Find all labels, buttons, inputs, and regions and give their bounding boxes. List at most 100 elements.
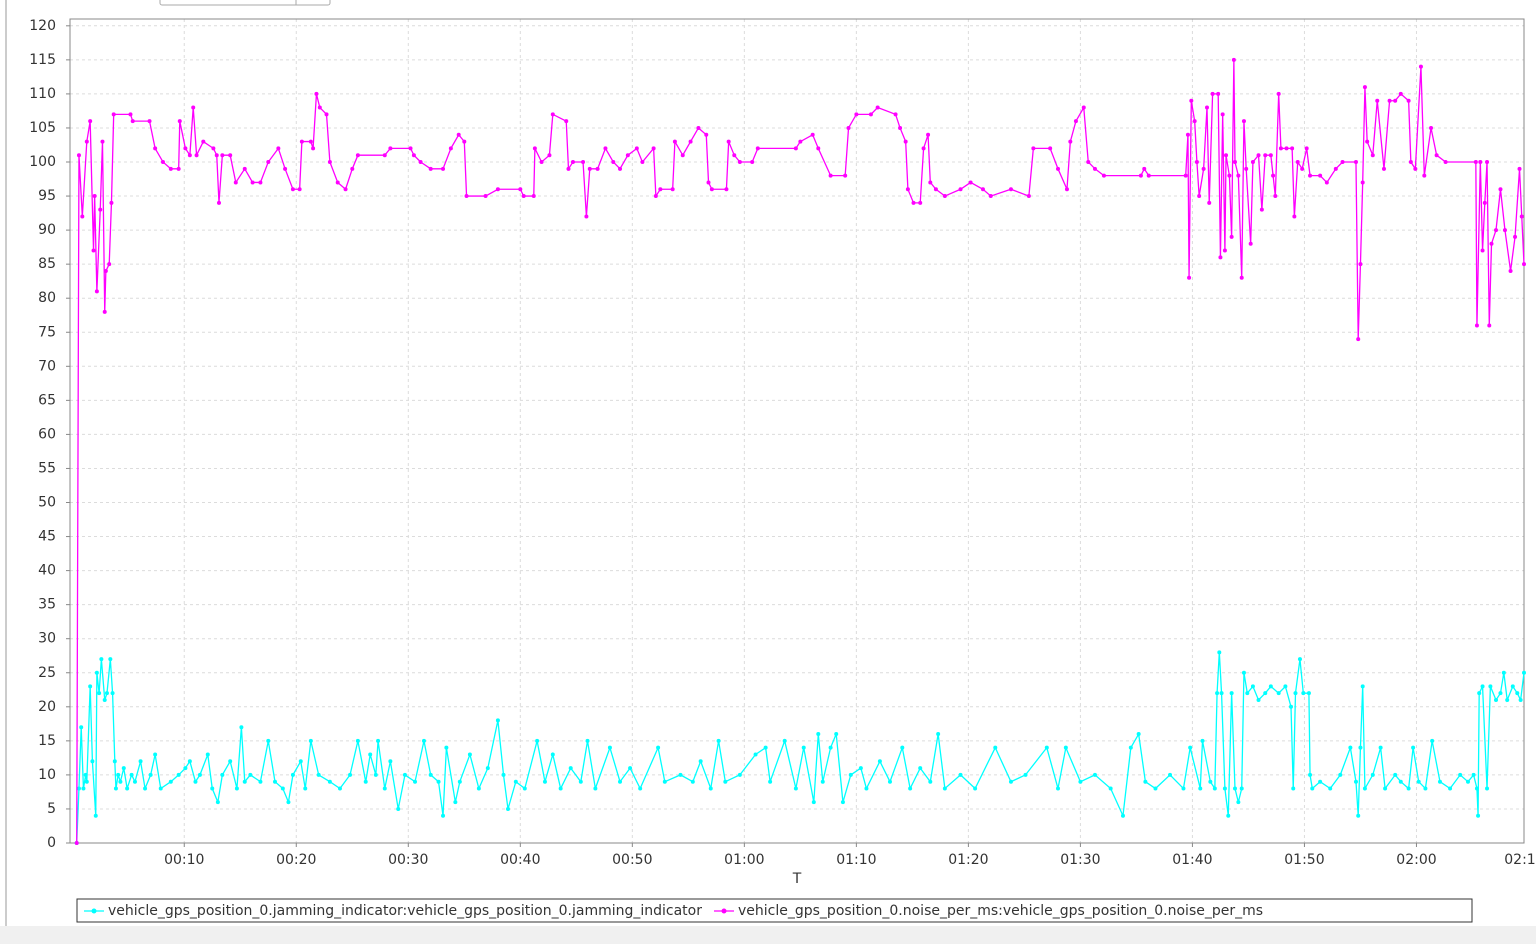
data-point — [1510, 684, 1515, 689]
y-tick-label: 20 — [38, 699, 56, 715]
data-point — [607, 745, 612, 750]
data-point — [1056, 166, 1061, 171]
data-point — [272, 779, 277, 784]
data-point — [495, 718, 500, 723]
y-tick-label: 35 — [38, 597, 56, 613]
data-point — [1429, 125, 1434, 130]
legend-swatch-dot — [721, 908, 727, 914]
grid — [70, 19, 1524, 844]
y-tick-label: 85 — [38, 256, 56, 272]
data-point — [1318, 173, 1323, 178]
data-point — [158, 786, 163, 791]
data-point — [801, 745, 806, 750]
data-point — [658, 187, 663, 192]
data-point — [1310, 786, 1315, 791]
data-point — [936, 732, 941, 737]
data-point — [242, 166, 247, 171]
data-point — [1411, 745, 1416, 750]
data-point — [584, 214, 589, 219]
data-point — [160, 160, 165, 165]
data-point — [1295, 160, 1300, 165]
data-point — [1268, 684, 1273, 689]
data-point — [581, 160, 586, 165]
data-point — [316, 772, 321, 777]
data-point — [501, 772, 506, 777]
data-point — [428, 166, 433, 171]
data-point — [1241, 119, 1246, 124]
data-point — [732, 153, 737, 158]
data-point — [1477, 691, 1482, 696]
data-point — [128, 112, 133, 117]
data-point — [558, 786, 563, 791]
data-point — [1256, 697, 1261, 702]
data-point — [1478, 160, 1483, 165]
data-point — [542, 779, 547, 784]
data-point — [103, 268, 108, 273]
data-point — [107, 262, 112, 267]
data-point — [308, 738, 313, 743]
data-point — [1092, 166, 1097, 171]
data-point — [303, 786, 308, 791]
data-point — [1489, 241, 1494, 246]
data-point — [1278, 146, 1283, 151]
data-point — [1143, 779, 1148, 784]
data-point — [97, 691, 102, 696]
data-point — [820, 779, 825, 784]
data-point — [1044, 745, 1049, 750]
data-point — [88, 119, 93, 124]
data-point — [893, 112, 898, 117]
data-point — [1289, 704, 1294, 709]
data-point — [905, 187, 910, 192]
data-point — [1192, 119, 1197, 124]
data-point — [1291, 786, 1296, 791]
data-point — [1502, 228, 1507, 233]
data-point — [1222, 786, 1227, 791]
data-point — [1476, 813, 1481, 818]
data-point — [324, 112, 329, 117]
data-point — [94, 670, 99, 675]
y-tick-label: 5 — [47, 801, 56, 817]
data-point — [1208, 779, 1213, 784]
data-point — [1356, 337, 1361, 342]
data-point — [755, 146, 760, 151]
data-point — [1229, 691, 1234, 696]
data-point — [1487, 323, 1492, 328]
data-point — [83, 772, 88, 777]
data-point — [1437, 779, 1442, 784]
data-point — [1416, 779, 1421, 784]
data-point — [611, 160, 616, 165]
data-point — [887, 779, 892, 784]
data-point — [1406, 98, 1411, 103]
data-point — [112, 759, 117, 764]
data-point — [1212, 786, 1217, 791]
data-point — [1256, 153, 1261, 158]
data-point — [1358, 745, 1363, 750]
data-point — [456, 132, 461, 137]
data-point — [441, 813, 446, 818]
data-point — [1517, 166, 1522, 171]
x-axis-label: T — [792, 871, 802, 887]
data-point — [102, 309, 107, 314]
y-tick-label: 0 — [47, 835, 56, 851]
data-point — [1370, 772, 1375, 777]
data-point — [483, 194, 488, 199]
data-point — [413, 779, 418, 784]
data-point — [1187, 275, 1192, 280]
data-point — [187, 759, 192, 764]
data-point — [116, 772, 121, 777]
data-point — [1515, 691, 1520, 696]
x-tick-label: 00:10 — [164, 852, 204, 868]
data-point — [317, 105, 322, 110]
data-point — [98, 207, 103, 212]
data-point — [564, 119, 569, 124]
data-point — [1168, 772, 1173, 777]
toolbar-field[interactable] — [159, 0, 331, 6]
data-point — [215, 800, 220, 805]
data-point — [634, 146, 639, 151]
data-point — [1229, 234, 1234, 239]
data-point — [350, 166, 355, 171]
data-point — [266, 738, 271, 743]
data-point — [1108, 786, 1113, 791]
data-point — [258, 779, 263, 784]
data-point — [1365, 139, 1370, 144]
